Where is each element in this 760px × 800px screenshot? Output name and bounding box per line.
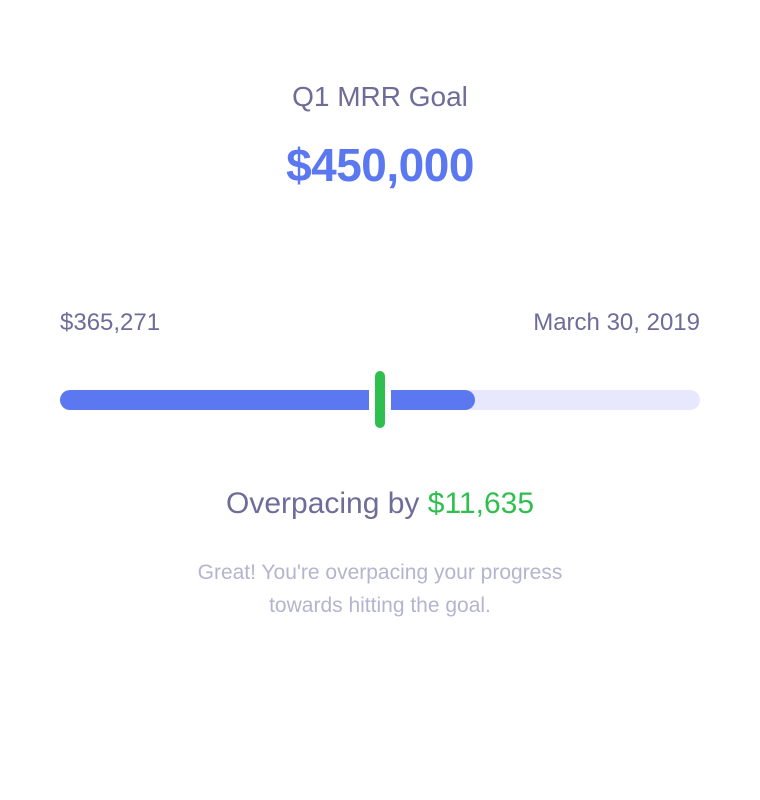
pace-label: Overpacing by: [226, 487, 420, 520]
pace-marker: [375, 371, 385, 428]
current-value: $365,271: [60, 309, 161, 336]
pace-message: Great! You're overpacing your progress t…: [197, 561, 563, 617]
pace-status: Overpacing by $11,635: [0, 486, 760, 522]
target-date: March 30, 2019: [533, 309, 700, 336]
goal-amount: $450,000: [286, 139, 474, 191]
goal-title: Q1 MRR Goal: [292, 81, 468, 112]
progress-fill: [60, 390, 475, 410]
pace-amount: $11,635: [427, 487, 534, 520]
